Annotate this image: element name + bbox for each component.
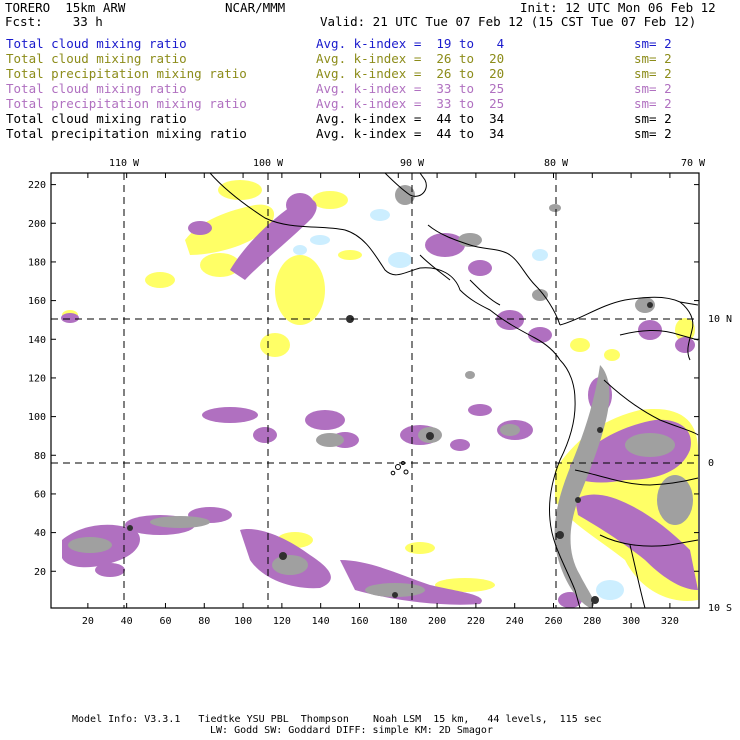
y-tick-label: 180 [28,257,46,268]
longitude-label: 110 W [109,158,140,169]
legend-smoothing: sm= 2 [634,81,672,96]
legend-row: Total cloud mixing ratio Avg. k-index = … [6,112,736,126]
legend-kindex: Avg. k-index = 33 to 25 [316,81,505,96]
legend-label: Total cloud mixing ratio [6,111,187,126]
legend-row: Total cloud mixing ratio Avg. k-index = … [6,37,736,51]
legend-kindex: Avg. k-index = 26 to 20 [316,66,505,81]
legend-label: Total precipitation mixing ratio [6,96,247,111]
latitude-label: 10 S [708,603,732,614]
legend-label: Total cloud mixing ratio [6,36,187,51]
legend-smoothing: sm= 2 [634,96,672,111]
axis-ticks [51,173,699,608]
y-tick-label: 40 [34,528,46,539]
x-tick-label: 100 [234,616,252,627]
legend-label: Total cloud mixing ratio [6,81,187,96]
y-tick-label: 160 [28,296,46,307]
cloud-black-cores [127,302,653,604]
x-tick-label: 280 [583,616,601,627]
x-tick-label: 240 [506,616,524,627]
y-tick-label: 140 [28,335,46,346]
axis-labels: 220 200 180 160 140 120 100 80 60 40 20 20 40 60 80 100… [28,158,732,627]
x-tick-label: 200 [428,616,446,627]
x-tick-label: 120 [273,616,291,627]
legend-smoothing: sm= 2 [634,36,672,51]
legend-kindex: Avg. k-index = 19 to 4 [316,36,505,51]
legend-kindex: Avg. k-index = 44 to 34 [316,126,505,141]
cloud-light-blue-areas [293,209,624,600]
y-tick-label: 20 [34,567,46,578]
latitude-label: 0 [708,458,714,469]
legend-label: Total precipitation mixing ratio [6,126,247,141]
legend-label: Total precipitation mixing ratio [6,66,247,81]
legend-row: Total precipitation mixing ratio Avg. k-… [6,97,736,111]
x-tick-label: 300 [622,616,640,627]
x-tick-label: 220 [467,616,485,627]
legend-label: Total cloud mixing ratio [6,51,187,66]
valid-time: Valid: 21 UTC Tue 07 Feb 12 (15 CST Tue … [320,14,697,29]
x-tick-label: 320 [661,616,679,627]
legend-row: Total cloud mixing ratio Avg. k-index = … [6,52,736,66]
x-tick-label: 60 [159,616,171,627]
y-tick-label: 200 [28,219,46,230]
legend-row: Total precipitation mixing ratio Avg. k-… [6,67,736,81]
legend-smoothing: sm= 2 [634,126,672,141]
legend-row: Total cloud mixing ratio Avg. k-index = … [6,82,736,96]
model-name: TORERO 15km ARW [5,0,126,15]
coastlines [209,173,699,608]
x-tick-label: 160 [350,616,368,627]
x-tick-label: 260 [544,616,562,627]
lat-lon-grid [51,173,699,608]
x-tick-label: 140 [312,616,330,627]
longitude-label: 90 W [400,158,425,169]
longitude-label: 100 W [253,158,284,169]
x-tick-label: 20 [82,616,94,627]
model-info: Model Info: V3.3.1 Tiedtke YSU PBL Thomp… [72,714,602,725]
legend-kindex: Avg. k-index = 33 to 25 [316,96,505,111]
legend-smoothing: sm= 2 [634,111,672,126]
x-tick-label: 80 [198,616,210,627]
cloud-gray-areas [68,185,693,608]
init-time: Init: 12 UTC Mon 06 Feb 12 [520,0,716,15]
latitude-label: 10 N [708,314,732,325]
physics-info: LW: Godd SW: Goddard DIFF: simple KM: 2D… [210,725,493,736]
longitude-label: 70 W [681,158,706,169]
x-tick-label: 40 [121,616,133,627]
legend-smoothing: sm= 2 [634,66,672,81]
x-tick-label: 180 [389,616,407,627]
y-tick-label: 220 [28,180,46,191]
longitude-label: 80 W [544,158,569,169]
y-tick-label: 80 [34,451,46,462]
plot-frame [50,172,700,609]
y-tick-label: 100 [28,412,46,423]
forecast-hour: Fcst: 33 h [5,14,103,29]
y-tick-label: 60 [34,489,46,500]
legend-smoothing: sm= 2 [634,51,672,66]
organization: NCAR/MMM [225,0,286,15]
legend-kindex: Avg. k-index = 44 to 34 [316,111,505,126]
field-layer [61,173,699,608]
legend-kindex: Avg. k-index = 26 to 20 [316,51,505,66]
y-tick-label: 120 [28,373,46,384]
legend-row: Total precipitation mixing ratio Avg. k-… [6,127,736,141]
